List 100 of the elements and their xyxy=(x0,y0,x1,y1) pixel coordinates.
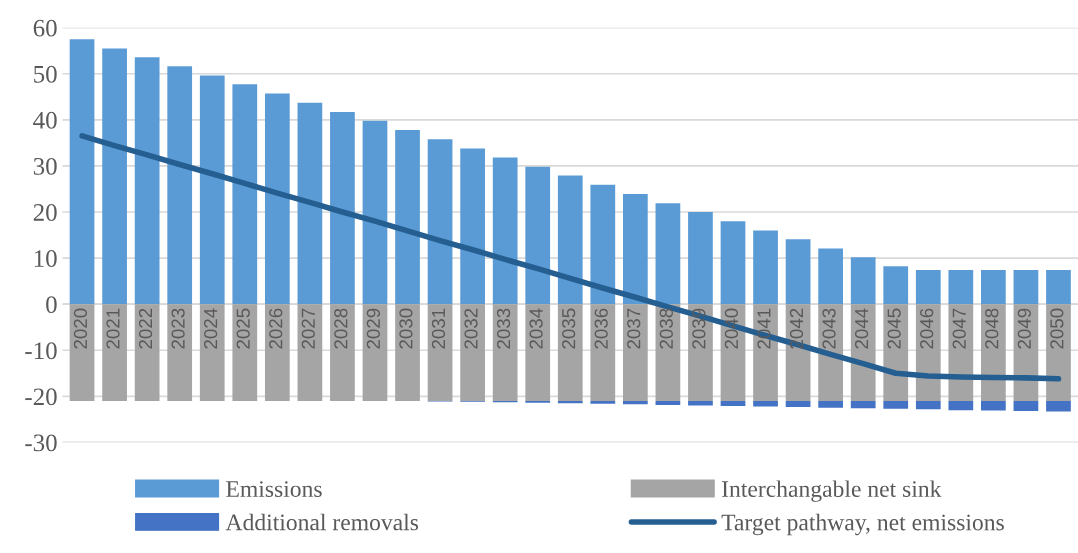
legend-label: Interchangable net sink xyxy=(722,480,942,502)
x-tick-label: 2047 xyxy=(952,308,966,349)
bar xyxy=(199,304,225,401)
bar xyxy=(492,157,518,305)
bar xyxy=(622,304,648,401)
x-tick-label: 2043 xyxy=(822,308,836,349)
bar xyxy=(395,304,420,401)
bar xyxy=(134,57,160,305)
x-tick-label: 2048 xyxy=(985,308,999,349)
y-tick-label: -20 xyxy=(25,388,57,406)
bar xyxy=(720,221,746,305)
x-tick-label: 2041 xyxy=(757,308,771,349)
bar xyxy=(69,304,95,401)
bar xyxy=(297,304,323,401)
bar xyxy=(753,400,778,407)
bar xyxy=(1013,270,1039,305)
x-tick-label: 2049 xyxy=(1017,308,1031,349)
bar xyxy=(850,400,876,409)
bar xyxy=(395,129,420,305)
bar xyxy=(557,175,583,305)
bar xyxy=(362,120,388,305)
legend-label: Additional removals xyxy=(225,513,419,531)
x-tick-label: 2024 xyxy=(204,308,218,349)
bar xyxy=(948,270,974,305)
bar xyxy=(915,400,941,410)
bar xyxy=(655,203,681,305)
bar xyxy=(460,148,485,305)
x-tick-label: 2025 xyxy=(236,308,250,349)
x-tick-label: 2050 xyxy=(1050,308,1064,349)
bar xyxy=(102,48,127,305)
y-tick-label: 0 xyxy=(46,296,57,314)
y-tick-label: -30 xyxy=(25,434,57,452)
bar xyxy=(1046,270,1071,305)
x-tick-label: 2020 xyxy=(73,308,88,349)
bar xyxy=(883,400,909,409)
bar xyxy=(427,139,453,305)
bar xyxy=(427,304,453,401)
bar xyxy=(785,239,811,305)
bar xyxy=(850,257,876,305)
bar xyxy=(753,230,778,305)
bar xyxy=(688,400,713,406)
bar xyxy=(199,75,225,305)
bar xyxy=(525,304,551,401)
y-tick-label: 50 xyxy=(34,65,57,83)
bar xyxy=(167,66,193,305)
legend-label: Target pathway, net emissions xyxy=(721,513,1004,536)
x-tick-label: 2039 xyxy=(692,308,706,349)
bar xyxy=(622,400,648,405)
bar xyxy=(232,304,258,401)
y-tick-label: 20 xyxy=(33,204,57,221)
x-tick-label: 2042 xyxy=(789,308,804,349)
bar xyxy=(167,304,193,401)
bar xyxy=(264,93,290,305)
bar xyxy=(525,166,551,305)
bar xyxy=(264,304,290,401)
x-tick-label: 2044 xyxy=(854,308,869,349)
bar xyxy=(785,400,811,407)
x-tick-label: 2036 xyxy=(594,308,608,349)
bar xyxy=(818,248,844,305)
bar xyxy=(915,270,941,305)
bar xyxy=(981,270,1006,305)
bar xyxy=(1046,304,1071,401)
bar xyxy=(655,400,681,406)
bar xyxy=(330,111,355,305)
x-tick-label: 2040 xyxy=(724,308,739,349)
bar xyxy=(492,304,518,401)
y-tick-label: -10 xyxy=(25,342,57,360)
x-tick-label: 2037 xyxy=(627,308,641,349)
x-tick-label: 2046 xyxy=(920,308,934,349)
bar xyxy=(297,102,323,305)
x-tick-label: 2032 xyxy=(464,308,478,349)
y-tick-label: 30 xyxy=(33,157,57,175)
y-tick-label: 10 xyxy=(34,250,57,267)
x-tick-label: 2034 xyxy=(529,308,543,349)
x-tick-label: 2026 xyxy=(269,308,283,349)
bar xyxy=(818,400,844,408)
x-tick-label: 2028 xyxy=(334,308,348,349)
bar xyxy=(1013,400,1039,412)
bar xyxy=(590,184,616,305)
bar xyxy=(232,84,258,305)
bar xyxy=(883,266,909,305)
bar xyxy=(688,211,713,305)
y-tick-label: 60 xyxy=(33,19,57,37)
x-tick-label: 2021 xyxy=(106,308,120,349)
bar xyxy=(590,400,616,404)
x-tick-label: 2030 xyxy=(399,308,413,349)
bar xyxy=(590,304,616,401)
x-tick-label: 2038 xyxy=(659,308,673,349)
bar xyxy=(102,304,127,401)
bar xyxy=(362,304,388,401)
bar xyxy=(622,194,648,305)
bar xyxy=(981,400,1006,411)
bar xyxy=(1046,400,1071,412)
bar xyxy=(460,304,485,401)
bar xyxy=(753,304,778,401)
x-tick-label: 2035 xyxy=(562,308,576,349)
x-tick-label: 2027 xyxy=(301,308,315,349)
bar xyxy=(134,304,160,401)
bar xyxy=(330,304,355,401)
bar xyxy=(720,400,746,406)
